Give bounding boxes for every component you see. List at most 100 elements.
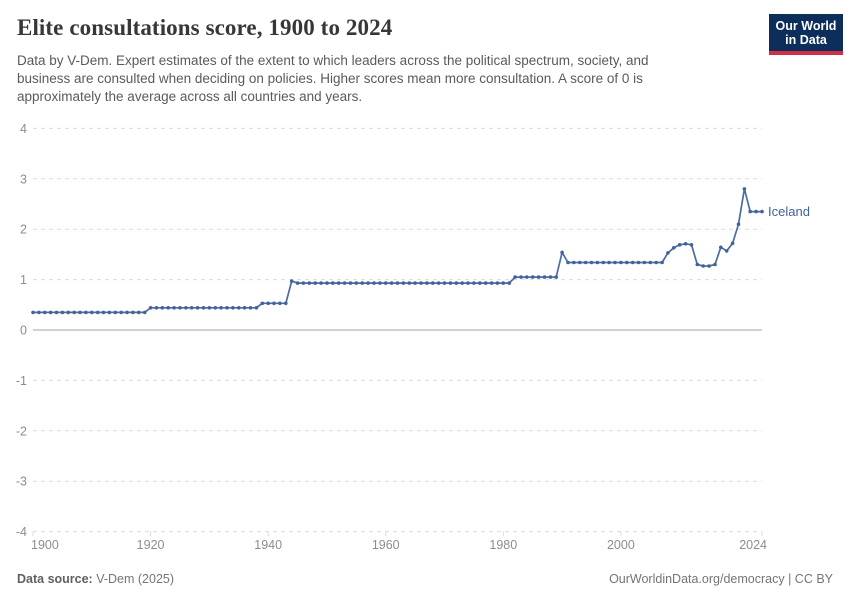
data-source-text: Data source: V-Dem (2025) — [17, 572, 174, 586]
data-point — [536, 275, 541, 279]
data-point — [407, 281, 412, 285]
data-point — [131, 310, 135, 315]
data-point — [478, 281, 482, 285]
data-point — [189, 306, 194, 310]
data-point — [519, 275, 523, 279]
data-point — [383, 281, 388, 285]
data-point — [595, 260, 600, 265]
data-point — [472, 281, 476, 285]
data-point — [307, 281, 312, 285]
data-point — [683, 242, 688, 246]
data-point — [625, 260, 629, 265]
data-point — [513, 275, 517, 279]
x-axis-tick-label: 1920 — [137, 538, 165, 552]
data-point — [601, 260, 606, 265]
y-axis-tick-label: -1 — [16, 374, 27, 388]
data-point — [284, 301, 288, 306]
data-point — [225, 306, 229, 310]
logo-text-line1: Our World — [775, 19, 837, 33]
data-point — [37, 310, 41, 315]
data-point — [172, 306, 176, 310]
data-point — [160, 306, 165, 310]
data-point — [201, 306, 206, 310]
data-point — [560, 250, 564, 255]
data-point — [289, 279, 294, 283]
data-point — [619, 260, 623, 265]
data-point — [578, 260, 582, 265]
data-point — [331, 281, 335, 285]
entity-label[interactable]: Iceland — [768, 204, 810, 219]
data-point — [372, 281, 376, 285]
data-point — [266, 301, 271, 306]
data-point — [495, 281, 500, 285]
x-axis-tick-label: 2024 — [739, 538, 767, 552]
data-point — [278, 301, 282, 306]
owid-logo: Our World in Data — [769, 14, 843, 55]
data-point — [695, 262, 700, 267]
data-point — [507, 281, 512, 285]
y-axis-tick-label: -2 — [16, 424, 27, 438]
data-point — [419, 281, 423, 285]
data-point — [530, 275, 535, 279]
data-point — [295, 281, 300, 285]
data-point — [742, 187, 747, 191]
data-point — [219, 306, 223, 310]
data-point — [313, 281, 318, 285]
data-point — [48, 310, 53, 315]
data-point — [660, 260, 664, 265]
data-point — [677, 243, 682, 247]
data-point — [272, 301, 276, 306]
data-point — [366, 281, 370, 285]
data-point — [207, 306, 212, 310]
x-axis-tick-label: 1940 — [254, 538, 282, 552]
y-axis-tick-label: 2 — [20, 223, 27, 237]
data-point — [713, 262, 717, 267]
data-point — [378, 281, 382, 285]
data-point — [425, 281, 429, 285]
subtitle-line: business are consulted when deciding on … — [17, 71, 643, 86]
chart-footer: Data source: V-Dem (2025) OurWorldinData… — [17, 572, 833, 586]
y-axis-tick-label: -4 — [16, 525, 27, 539]
data-point — [113, 310, 118, 315]
data-point — [431, 281, 435, 285]
x-axis-tick-label: 1960 — [372, 538, 400, 552]
data-point — [542, 275, 547, 279]
data-point — [566, 260, 570, 265]
data-point — [583, 260, 588, 265]
data-point — [348, 281, 353, 285]
data-point — [260, 301, 265, 306]
data-point — [178, 306, 182, 310]
data-point — [389, 281, 394, 285]
data-point — [689, 243, 694, 247]
data-point — [724, 249, 729, 253]
data-point — [248, 306, 253, 310]
data-point — [95, 310, 100, 315]
data-point — [707, 264, 711, 268]
data-point — [342, 281, 347, 285]
x-axis-tick-label: 2000 — [607, 538, 635, 552]
data-point — [630, 260, 635, 265]
data-point — [442, 281, 447, 285]
data-point — [589, 260, 594, 265]
data-point — [701, 264, 705, 268]
y-axis-tick-label: -3 — [16, 475, 27, 489]
data-point — [483, 281, 488, 285]
data-point — [254, 306, 259, 310]
series-line — [32, 188, 763, 314]
data-point — [554, 275, 558, 279]
data-point — [730, 241, 735, 246]
data-point — [466, 281, 470, 285]
data-point — [66, 310, 71, 315]
data-point — [654, 260, 658, 265]
x-axis-tick-label: 1900 — [31, 538, 59, 552]
subtitle-line: approximately the average across all cou… — [17, 89, 363, 104]
data-point — [107, 310, 112, 315]
data-point — [231, 306, 235, 310]
data-point — [395, 281, 400, 285]
data-point — [60, 310, 65, 315]
data-point — [101, 310, 106, 315]
data-point — [448, 281, 453, 285]
data-point — [454, 281, 459, 285]
data-source-value: V-Dem (2025) — [92, 572, 175, 586]
